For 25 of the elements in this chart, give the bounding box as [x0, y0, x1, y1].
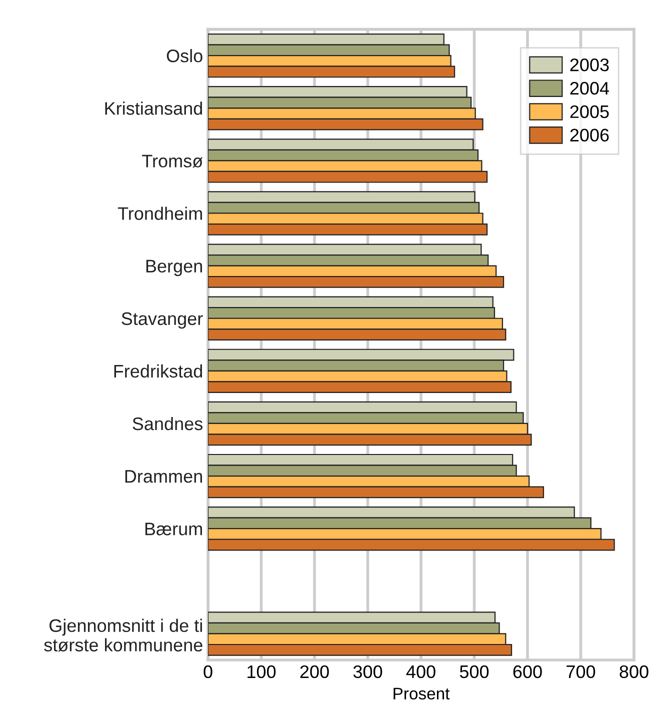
x-tick-label: 0	[204, 665, 212, 678]
y-tick-label: Fredrikstad	[114, 364, 202, 378]
x-tick-label: 100	[248, 665, 276, 678]
y-tick-label: Oslo	[166, 49, 202, 62]
y-tick-label: Bergen	[146, 260, 202, 276]
x-tick-label: 200	[300, 665, 329, 678]
y-tick-label: Tromsø	[142, 154, 203, 168]
x-tick-label: 600	[513, 665, 542, 678]
legend-label: 2006	[570, 128, 609, 142]
y-tick-label: Kristiansand	[105, 102, 202, 115]
x-axis-title: Prosent	[394, 688, 450, 700]
y-tick-label: Trondheim	[118, 206, 202, 220]
x-tick-label: 800	[620, 665, 648, 678]
x-tick-label: 400	[406, 665, 436, 678]
y-tick-label: Gjennomsnitt i de ti største kommunene	[44, 618, 202, 652]
legend-label: 2003	[570, 58, 609, 72]
y-tick-label: Bærum	[145, 522, 202, 536]
legend-label: 2005	[570, 105, 609, 118]
y-tick-label: Stavanger	[122, 312, 203, 329]
y-tick-label: Drammen	[125, 470, 202, 483]
y-tick-label: Sandnes	[132, 416, 202, 430]
x-tick-label: 300	[353, 665, 382, 678]
legend-label: 2004	[570, 82, 610, 95]
x-tick-label: 500	[460, 665, 489, 678]
x-tick-label: 700	[566, 665, 596, 678]
